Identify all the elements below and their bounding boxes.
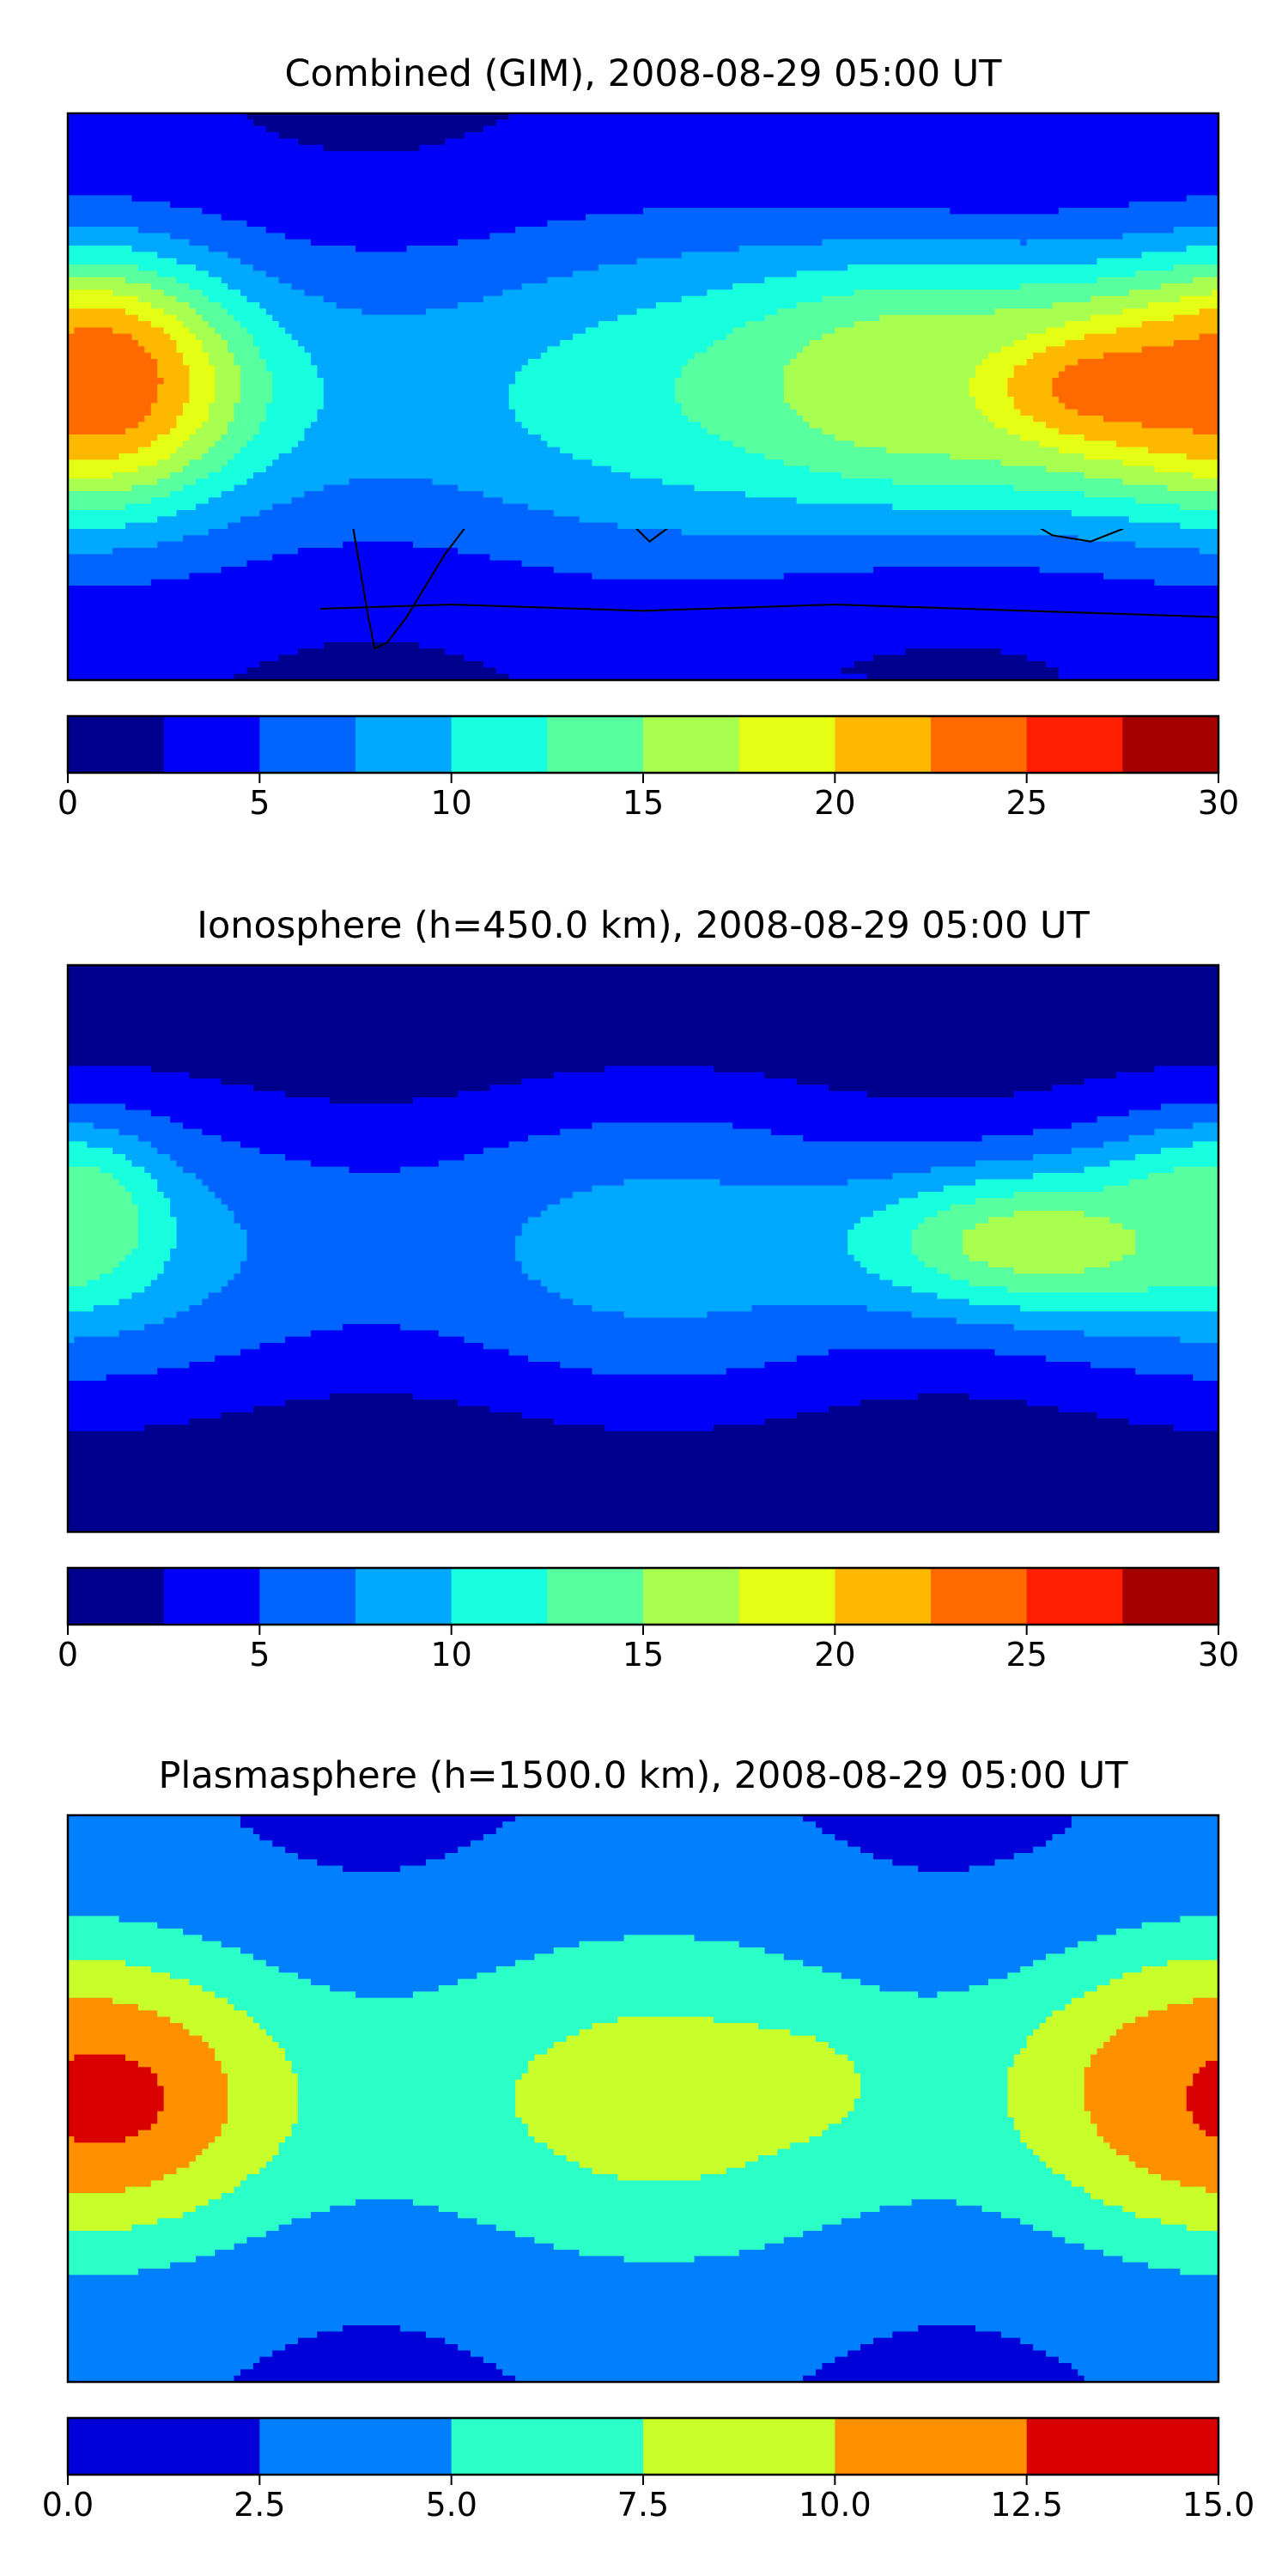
- tec-field-1: [68, 113, 1218, 680]
- colorbar-segment: [1122, 1568, 1219, 1625]
- colorbar-segment: [643, 716, 740, 773]
- colorbar-segment: [355, 1568, 453, 1625]
- colorbar-segment: [259, 716, 356, 773]
- colorbar-segment: [643, 1568, 740, 1625]
- colorbar-segment: [163, 716, 260, 773]
- colorbar-segment: [451, 1568, 548, 1625]
- colorbar-segment: [1122, 716, 1219, 773]
- colorbar-3: 0.0 2.5 5.0 7.5 10.0 12.5 15.0: [42, 2416, 1255, 2524]
- tec-field-3: [68, 1815, 1218, 2382]
- colorbar-segment: [931, 716, 1028, 773]
- colorbar-tick-label: 2.5: [234, 2486, 285, 2524]
- colorbar-segment: [738, 716, 835, 773]
- colorbar-segment: [451, 2418, 644, 2475]
- colorbar-tick-label: 25: [1005, 784, 1047, 822]
- colorbar-segment: [68, 1568, 165, 1625]
- colorbar-tick-label: 20: [814, 1636, 855, 1674]
- panel-title-3: Plasmasphere (h=1500.0 km), 2008-08-29 0…: [158, 1754, 1128, 1797]
- colorbar-tick-label: 30: [1198, 784, 1239, 822]
- colorbar-tick-label: 15: [623, 1636, 664, 1674]
- map-frame-3: [66, 1814, 1220, 2384]
- colorbar-tick-label: 10: [430, 784, 471, 822]
- colorbar-segment: [1026, 2418, 1219, 2475]
- colorbar-tick-label: 0: [58, 1636, 78, 1674]
- colorbar-segment: [163, 1568, 260, 1625]
- colorbar-tick-label: 0.0: [42, 2486, 94, 2524]
- tec-field-2: [68, 965, 1218, 1532]
- colorbar-2: 0 5 10 15 20 25 30: [58, 1566, 1239, 1674]
- colorbar-segment: [259, 1568, 356, 1625]
- colorbar-tick-label: 20: [814, 784, 855, 822]
- colorbar-segment: [355, 716, 453, 773]
- colorbar-segment: [1026, 716, 1123, 773]
- colorbar-tick-label: 10.0: [799, 2486, 872, 2524]
- map-frame-2: [66, 963, 1220, 1534]
- colorbar-tick-label: 10: [430, 1636, 471, 1674]
- colorbar-segment: [451, 716, 548, 773]
- colorbar-tick-label: 12.5: [990, 2486, 1063, 2524]
- panel-title-1: Combined (GIM), 2008-08-29 05:00 UT: [284, 52, 1002, 95]
- colorbar-segment: [835, 1568, 932, 1625]
- colorbar-segment: [68, 716, 165, 773]
- colorbar-segment: [835, 716, 932, 773]
- colorbar-segment: [931, 1568, 1028, 1625]
- colorbar-segment: [259, 2418, 453, 2475]
- colorbar-tick-label: 0: [58, 784, 78, 822]
- colorbar-segment: [1026, 1568, 1123, 1625]
- colorbar-segment: [643, 2418, 835, 2475]
- colorbar-1: 0 5 10 15 20 25 30: [58, 714, 1239, 822]
- colorbar-tick-label: 5: [249, 1636, 270, 1674]
- colorbar-tick-label: 7.5: [617, 2486, 669, 2524]
- colorbar-segment: [738, 1568, 835, 1625]
- map-panel-2: Ionosphere (h=450.0 km), 2008-08-29 05:0…: [58, 904, 1239, 1674]
- map-frame-1: [66, 112, 1220, 682]
- colorbar-segment: [547, 1568, 644, 1625]
- colorbar-tick-label: 5: [249, 784, 270, 822]
- map-panel-1: Combined (GIM), 2008-08-29 05:00 UT 0 5 10 1…: [58, 52, 1239, 822]
- colorbar-tick-label: 30: [1198, 1636, 1239, 1674]
- colorbar-segment: [835, 2418, 1028, 2475]
- colorbar-tick-label: 25: [1005, 1636, 1047, 1674]
- panel-title-2: Ionosphere (h=450.0 km), 2008-08-29 05:0…: [197, 904, 1090, 947]
- map-panel-3: Plasmasphere (h=1500.0 km), 2008-08-29 0…: [42, 1754, 1255, 2524]
- colorbar-segment: [68, 2418, 260, 2475]
- colorbar-tick-label: 15: [623, 784, 664, 822]
- colorbar-tick-label: 5.0: [425, 2486, 477, 2524]
- colorbar-tick-label: 15.0: [1182, 2486, 1255, 2524]
- colorbar-segment: [547, 716, 644, 773]
